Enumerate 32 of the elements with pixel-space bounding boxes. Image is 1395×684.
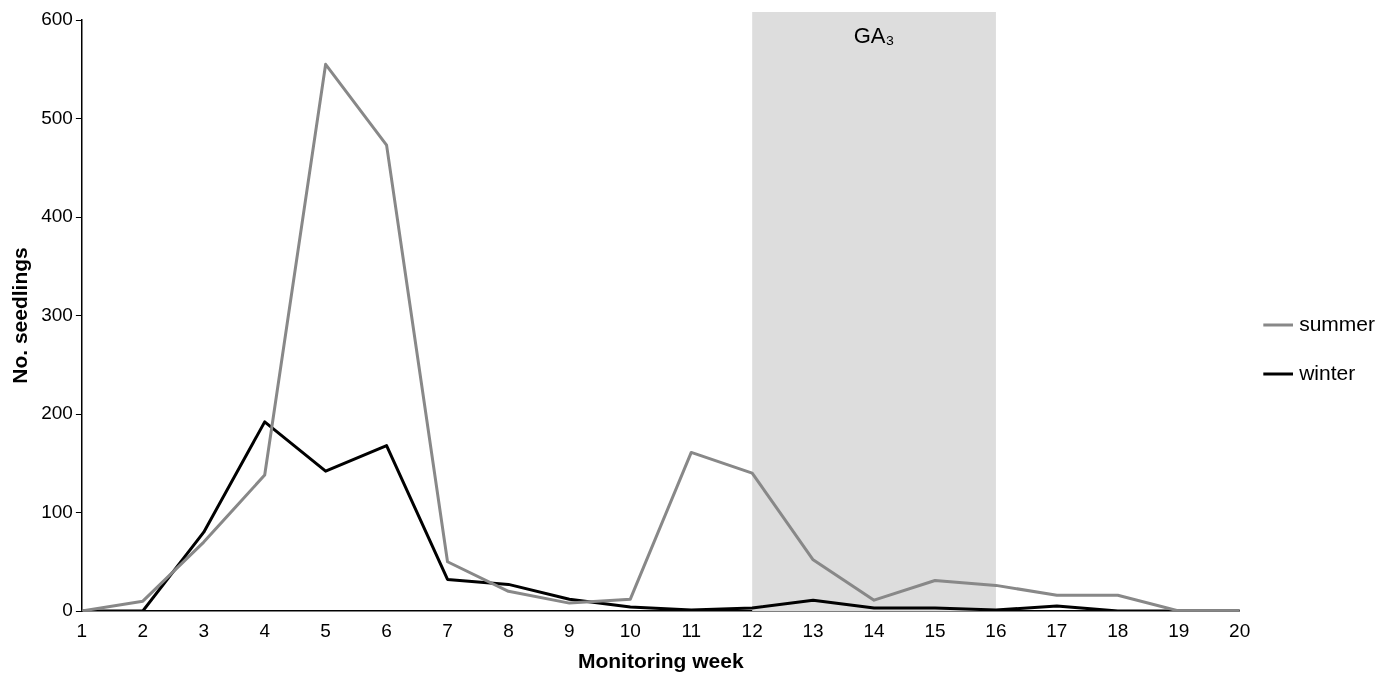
x-tick-label: 16 <box>985 619 1007 641</box>
band-label: GA₃ <box>853 23 895 49</box>
y-tick-label: 200 <box>41 402 73 424</box>
x-tick-label: 17 <box>1046 619 1068 641</box>
x-tick-label: 15 <box>924 619 946 641</box>
x-tick-label: 6 <box>381 619 392 641</box>
y-tick-label: 500 <box>41 106 73 128</box>
x-tick-label: 4 <box>259 619 271 641</box>
x-tick-label: 8 <box>503 619 514 641</box>
x-tick-label: 13 <box>802 619 824 641</box>
x-tick-label: 1 <box>76 619 88 641</box>
y-tick-label: 600 <box>41 8 73 30</box>
x-tick-label: 3 <box>198 619 210 641</box>
x-tick-label: 2 <box>137 619 149 641</box>
y-tick-label: 400 <box>41 205 73 227</box>
legend-label: summer <box>1299 311 1376 335</box>
x-tick-label: 18 <box>1107 619 1129 641</box>
x-axis-title: Monitoring week <box>577 649 744 673</box>
x-tick-label: 19 <box>1168 619 1190 641</box>
y-tick-label: 100 <box>41 500 73 522</box>
y-tick-label: 0 <box>62 599 73 621</box>
legend-label: winter <box>1298 360 1356 384</box>
x-tick-label: 12 <box>741 619 763 641</box>
x-tick-label: 14 <box>863 619 886 641</box>
x-tick-label: 10 <box>619 619 641 641</box>
y-axis-title: No. seedlings <box>8 247 32 384</box>
x-tick-label: 5 <box>320 619 331 641</box>
x-tick-label: 20 <box>1229 619 1251 641</box>
x-tick-label: 7 <box>442 619 453 641</box>
x-tick-label: 9 <box>564 619 575 641</box>
x-tick-label: 11 <box>681 619 702 641</box>
y-tick-label: 300 <box>41 303 73 325</box>
